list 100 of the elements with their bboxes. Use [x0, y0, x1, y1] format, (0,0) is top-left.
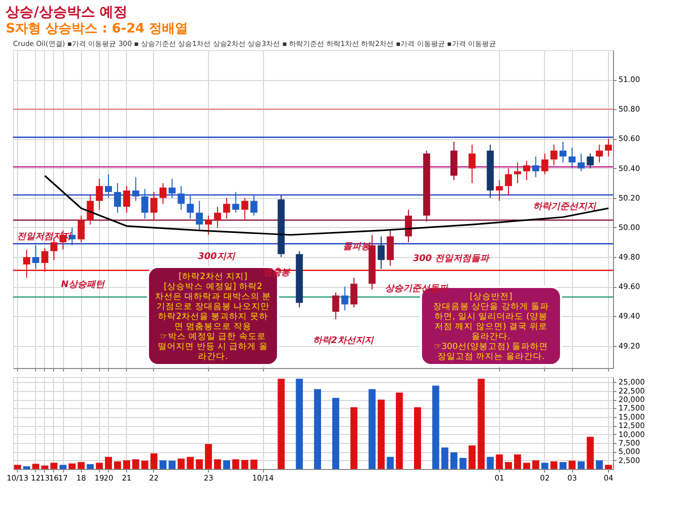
bar — [223, 460, 230, 469]
candlestick — [123, 186, 130, 214]
bar — [60, 464, 66, 469]
bar — [78, 462, 85, 469]
candlestick — [150, 191, 158, 221]
bar — [514, 454, 522, 469]
bar — [214, 459, 222, 469]
bar — [432, 386, 440, 469]
candlestick — [523, 160, 530, 181]
candlestick — [568, 147, 576, 169]
bar — [596, 460, 603, 469]
candlestick — [141, 188, 148, 220]
bar — [250, 460, 258, 469]
bar — [568, 460, 576, 469]
bar — [368, 389, 376, 469]
bar — [386, 456, 394, 469]
candlestick — [468, 144, 476, 184]
candlestick — [168, 178, 176, 198]
bar — [104, 456, 112, 469]
bar — [496, 454, 503, 469]
bar — [241, 460, 248, 469]
bar — [132, 459, 140, 469]
bar — [278, 378, 285, 469]
candlestick — [214, 206, 222, 228]
bar — [141, 460, 148, 469]
candlestick — [560, 141, 566, 163]
bar — [32, 464, 40, 469]
bar — [150, 453, 158, 469]
annotation: 하락2차선지지 — [313, 336, 374, 346]
annotation: [상승반전] 장대음봉 상단을 강하게 돌파 하면, 일시 밀리더라도 (양봉 저점 깨지 않으면) 결국 위로 올라간다. ☞300선(양봉고점) 돌파하면 장일고점 까지는 올라간다. — [432, 292, 550, 362]
chart-title: 상승/상승박스 예정 — [6, 4, 128, 20]
annotation: 상승기준선돌파 — [385, 284, 449, 294]
bar — [441, 447, 448, 469]
candlestick — [241, 197, 248, 221]
candlestick — [186, 194, 194, 220]
candlestick — [350, 277, 358, 308]
bar — [160, 460, 166, 469]
bar — [478, 378, 485, 469]
candlestick — [96, 178, 103, 210]
bar — [578, 461, 585, 469]
bar — [196, 459, 203, 469]
bar — [396, 392, 403, 469]
candlestick — [204, 215, 212, 236]
bar — [296, 378, 303, 469]
annotation: 300지지 — [198, 252, 236, 262]
bar — [23, 466, 30, 469]
bar — [50, 462, 58, 469]
candlestick — [386, 230, 394, 266]
annotation: 돌파봉 — [343, 242, 371, 252]
candlestick — [32, 244, 40, 270]
candlestick — [232, 191, 240, 214]
annotation: 300 전일저점돌파 — [413, 254, 490, 264]
bar — [314, 389, 322, 469]
bar — [204, 444, 212, 469]
bar — [541, 462, 548, 469]
bar — [114, 461, 122, 469]
bar — [460, 458, 466, 469]
candlestick — [496, 180, 503, 202]
bar — [123, 460, 130, 469]
candlestick — [223, 197, 230, 220]
candlestick — [578, 153, 585, 172]
candlestick — [132, 176, 140, 202]
candlestick — [404, 209, 412, 243]
candlestick — [596, 144, 603, 163]
candlestick — [378, 236, 385, 270]
bar — [450, 452, 458, 469]
candlestick — [541, 153, 548, 175]
bar — [604, 464, 612, 469]
candlestick — [78, 215, 85, 243]
bar — [14, 464, 22, 469]
bar — [468, 445, 476, 469]
candlestick — [160, 182, 166, 204]
bar — [86, 464, 94, 469]
candlestick — [532, 156, 540, 178]
candlestick — [196, 200, 203, 231]
bar — [168, 460, 176, 469]
chart-subtitle: S자형 상승박스 : 6-24 정배열 — [6, 22, 188, 36]
bar — [550, 461, 558, 469]
bar — [378, 400, 385, 469]
annotation: N상승패턴 — [61, 280, 106, 290]
candlestick — [341, 286, 348, 311]
candlestick — [604, 138, 612, 157]
annotation: 하락기준선지지 — [533, 202, 597, 212]
bar — [350, 407, 358, 469]
bar — [532, 460, 540, 469]
bar — [41, 466, 48, 469]
candlestick — [86, 194, 94, 226]
candlestick — [178, 186, 185, 210]
bar — [504, 462, 512, 469]
bar — [178, 458, 185, 469]
bar — [232, 459, 240, 469]
candlestick — [332, 292, 340, 320]
bar — [68, 463, 76, 469]
bar — [523, 462, 530, 469]
bar — [186, 456, 194, 469]
bar — [332, 398, 340, 469]
bar — [560, 462, 566, 469]
candlestick — [104, 174, 112, 198]
bar — [414, 407, 422, 469]
bar — [96, 462, 103, 469]
